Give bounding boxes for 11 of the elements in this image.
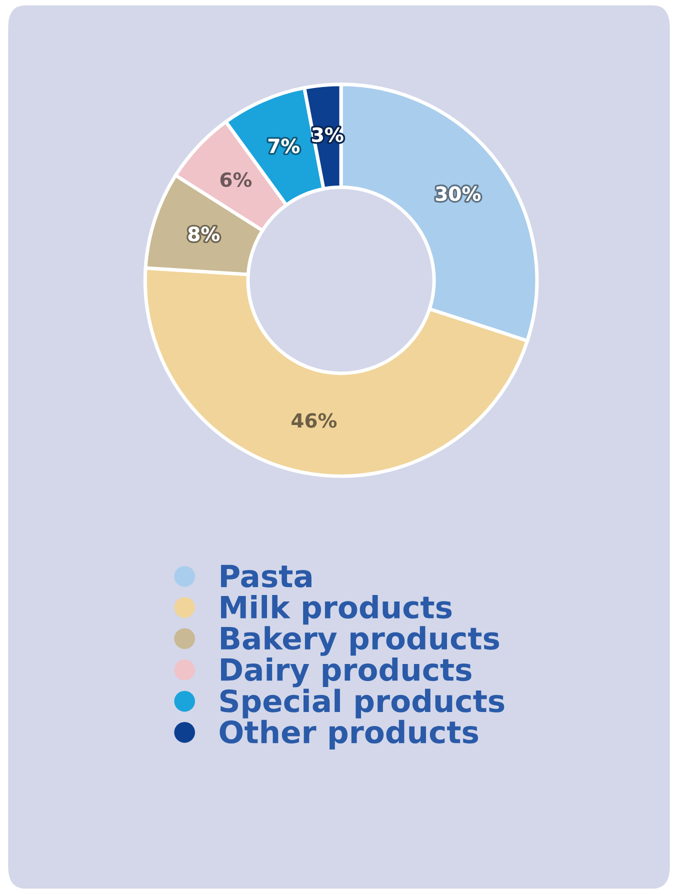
legend-label: Bakery products bbox=[221, 626, 500, 656]
legend-label: Other products bbox=[220, 720, 478, 750]
legend-label: Special products bbox=[220, 688, 504, 718]
legend-label: Dairy products bbox=[221, 657, 472, 688]
legend-label: Pasta bbox=[221, 564, 312, 588]
data-label: 8% bbox=[188, 226, 220, 242]
data-label: 30% bbox=[436, 186, 481, 201]
data-label: 7% bbox=[268, 138, 300, 154]
data-label: 46% bbox=[292, 413, 337, 428]
legend-label: Milk products bbox=[221, 595, 452, 625]
data-label: 6% bbox=[220, 172, 252, 188]
